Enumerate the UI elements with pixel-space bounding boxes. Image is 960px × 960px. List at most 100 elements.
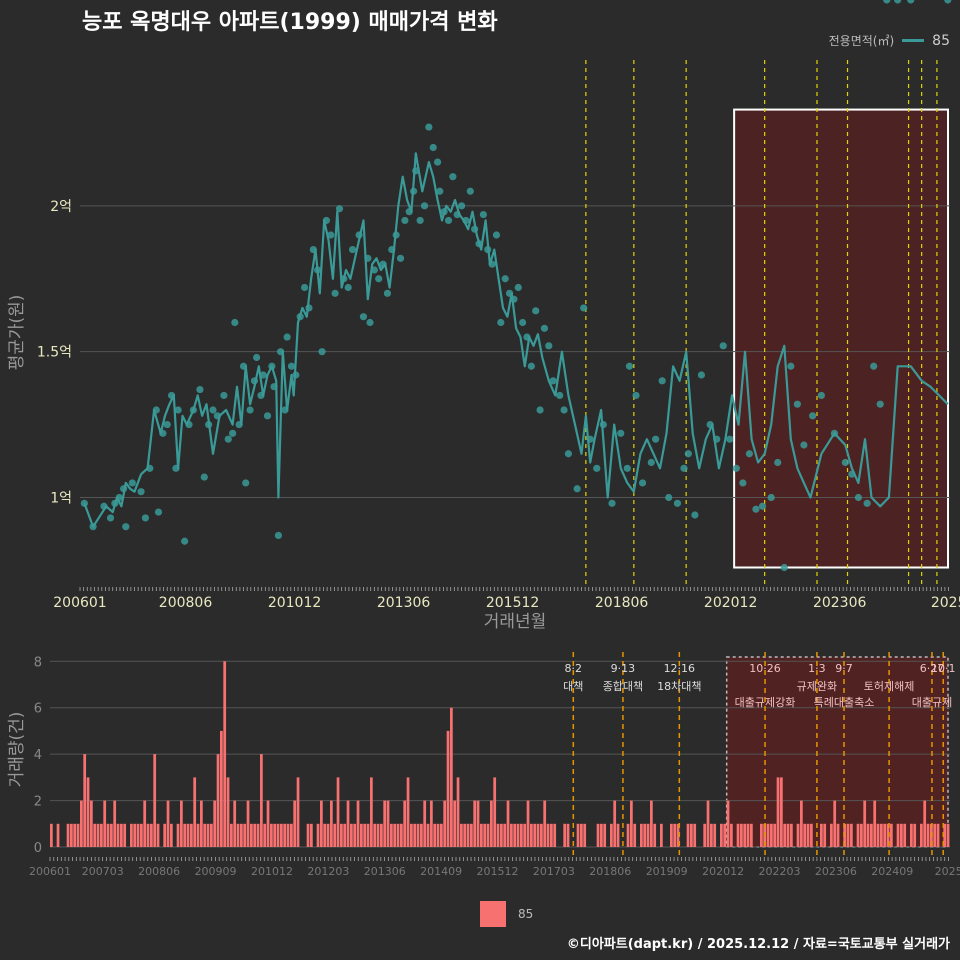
policy-name-label: 종합대책 [603,680,643,693]
price-point [420,202,429,210]
price-point [652,435,660,443]
y-axis-title: 평균가(원) [7,295,27,371]
volume-bar [263,823,267,847]
volume-bar [766,823,770,847]
volume-bar [630,800,633,847]
volume-bar [633,823,637,847]
volume-bar [86,777,90,847]
price-point [231,318,239,327]
volume-bar [350,823,353,847]
volume-bar [120,823,123,847]
volume-bar [790,823,793,847]
price-point [767,493,775,502]
volume-bar [730,823,733,847]
price-point [383,289,392,297]
price-point [185,420,193,429]
volume-bar [390,823,393,847]
volume-bar [143,800,147,847]
volume-bar [156,823,160,847]
volume-bar [870,823,873,847]
volume-bar [306,823,310,847]
volume-bar [366,823,370,847]
volume-bar [486,823,490,847]
price-point [309,245,317,254]
volume-bar [890,823,893,847]
volume-bar [403,800,407,847]
price-point [359,313,368,321]
volume-bar [760,823,763,847]
volume-bar [290,823,293,847]
price-point [141,514,150,522]
price-point [691,511,699,519]
volume-bar [76,823,80,847]
price-point [830,429,839,437]
price-point [259,371,267,379]
price-point [314,266,322,274]
volume-bar [710,823,713,847]
price-point [433,158,442,166]
price-point [540,324,549,332]
price-point [449,173,457,181]
price-point [492,231,501,239]
price-point [331,289,339,297]
price-point [684,450,692,458]
volume-bar [660,823,663,847]
volume-bar [690,823,693,847]
volume-bar [116,823,120,847]
price-point [300,283,309,292]
volume-bar [506,800,510,847]
price-point [348,245,357,254]
volume-bar [566,823,570,847]
price-point [536,406,544,414]
price-point [172,464,180,472]
volume-bar [610,823,613,847]
bar-x-tick-label: 201306 [364,865,406,878]
volume-bar [410,823,413,847]
volume-bar [246,800,250,847]
volume-bar [846,823,850,847]
volume-bar [903,823,907,847]
volume-bar [673,823,677,847]
price-point [277,348,285,356]
volume-bar [250,823,253,847]
volume-bar [476,800,480,847]
volume-bar [480,823,483,847]
volume-bar [836,823,840,847]
volume-bar [273,823,277,847]
price-point [854,493,863,502]
volume-bar [900,823,903,847]
volume-bar [56,823,60,847]
volume-bar [183,823,187,847]
volume-bar [686,823,690,847]
price-point [617,429,625,437]
volume-bar [540,823,543,847]
price-point [137,488,145,496]
price-point [122,523,130,531]
price-point [501,275,509,283]
volume-bar [463,823,467,847]
price-point [560,406,568,414]
volume-bar [430,800,433,847]
x-axis-title: 거래년월 [484,612,547,632]
bar-x-tick-label: 201909 [646,865,688,878]
price-point [471,225,479,233]
bar-x-tick-label: 202306 [815,865,857,878]
policy-date-label: 9·7 [835,662,853,675]
volume-bar [736,823,740,847]
volume-bar [446,730,450,847]
price-point [100,502,108,510]
policy-date-label: 10·26 [749,662,781,675]
price-point [484,245,492,254]
price-point [453,210,461,219]
volume-bar [393,823,397,847]
policy-date-label: 1·3 [808,662,826,675]
volume-bar [643,823,647,847]
price-point [632,391,640,400]
price-point [412,167,420,175]
price-point [318,348,326,356]
price-point [625,362,634,370]
volume-bar [96,823,100,847]
price-point [396,254,405,262]
bar-x-tick-label: 202203 [758,865,800,878]
